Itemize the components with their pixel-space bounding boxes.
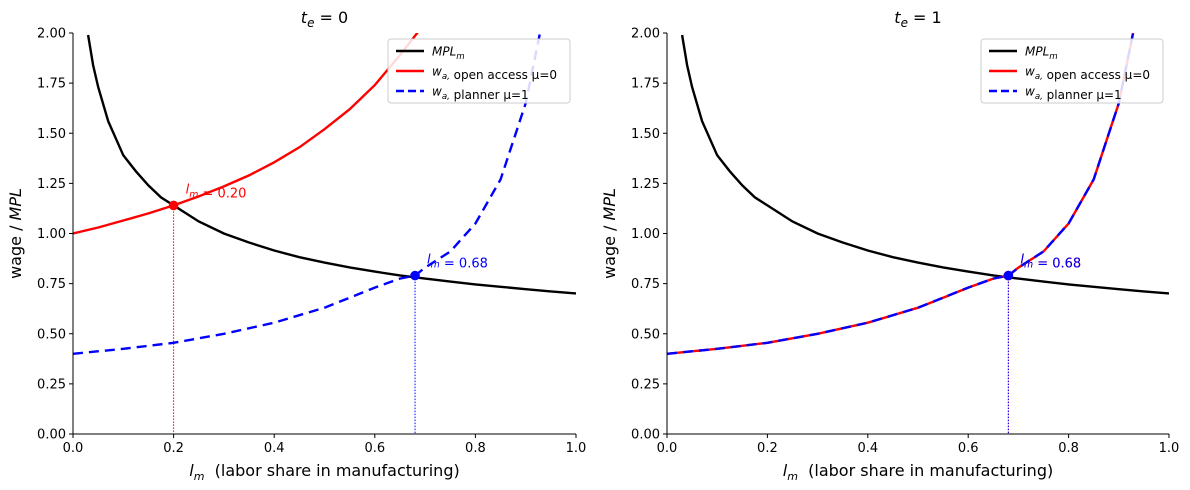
y-axis-label: wage / MPL xyxy=(6,188,25,279)
y-tick-label: 0.50 xyxy=(631,327,660,342)
x-tick-label: 1.0 xyxy=(1159,441,1180,456)
y-tick-label: 0.50 xyxy=(37,327,66,342)
series-line-1 xyxy=(86,34,576,295)
equilibrium-point xyxy=(1003,270,1014,281)
chart-title: te = 1 xyxy=(894,8,941,30)
chart-panel-1: lm = 0.20 lm = 0.68 0.0 0.2 0.4 0.6 0.8 1.0 0.00… xyxy=(6,8,586,483)
x-tick-label: 0.6 xyxy=(364,441,385,456)
legend-label: wa, open access μ=0 xyxy=(432,65,557,83)
y-tick-label: 1.75 xyxy=(631,77,660,92)
legend-box xyxy=(980,38,1164,104)
legend-label: MPLm xyxy=(1025,45,1058,63)
series-line-1 xyxy=(680,34,1169,295)
y-tick-label: 1.25 xyxy=(37,177,66,192)
y-tick-label: 0.00 xyxy=(37,428,66,443)
y-tick-label: 1.75 xyxy=(37,77,66,92)
y-tick-label: 0.25 xyxy=(37,377,66,392)
chart-title: te = 0 xyxy=(301,8,348,30)
x-tick-label: 0.2 xyxy=(757,441,778,456)
x-axis-label: lm (labor share in manufacturing) xyxy=(783,461,1053,483)
legend-label: wa, open access μ=0 xyxy=(1025,65,1150,83)
y-tick-label: 1.25 xyxy=(631,177,660,192)
legend-label: wa, planner μ=1 xyxy=(432,85,529,103)
series-line-2 xyxy=(73,33,419,235)
series-line-3 xyxy=(73,33,542,355)
x-tick-label: 0.2 xyxy=(163,441,184,456)
x-axis-label: lm (labor share in manufacturing) xyxy=(189,461,459,483)
x-tick-label: 1.0 xyxy=(566,441,587,456)
y-tick-label: 1.00 xyxy=(631,227,660,242)
x-tick-label: 0.8 xyxy=(465,441,486,456)
equilibrium-point xyxy=(410,270,420,281)
y-axis-label: wage / MPL xyxy=(600,188,619,279)
series-line-3 xyxy=(667,33,1135,355)
y-tick-label: 2.00 xyxy=(631,27,660,42)
x-tick-label: 0.0 xyxy=(657,441,678,456)
y-tick-label: 0.75 xyxy=(37,277,66,292)
y-tick-label: 1.50 xyxy=(37,127,66,142)
equilibrium-label: lm = 0.68 xyxy=(1020,253,1081,272)
y-tick-label: 0.75 xyxy=(631,277,660,292)
equilibrium-label: lm = 0.68 xyxy=(1020,253,1081,272)
y-tick-label: 1.50 xyxy=(631,127,660,142)
x-tick-label: 0.4 xyxy=(857,441,878,456)
legend: MPLm wa, open access μ=0 wa, planner μ=1 xyxy=(980,38,1164,104)
y-tick-label: 0.00 xyxy=(631,428,660,443)
x-tick-label: 0.8 xyxy=(1058,441,1079,456)
y-tick-label: 0.25 xyxy=(631,377,660,392)
legend-label: wa, planner μ=1 xyxy=(1025,85,1122,103)
legend: MPLm wa, open access μ=0 wa, planner μ=1 xyxy=(387,38,571,104)
legend-label: MPLm xyxy=(432,45,465,63)
equilibrium-label: lm = 0.20 xyxy=(186,182,247,201)
equilibrium-label: lm = 0.68 xyxy=(427,253,488,272)
legend-box xyxy=(387,38,571,104)
x-tick-label: 0.0 xyxy=(63,441,84,456)
y-tick-label: 1.00 xyxy=(37,227,66,242)
equilibrium-point xyxy=(168,200,179,211)
x-tick-label: 0.6 xyxy=(958,441,979,456)
y-tick-label: 2.00 xyxy=(37,27,66,42)
x-tick-label: 0.4 xyxy=(264,441,285,456)
